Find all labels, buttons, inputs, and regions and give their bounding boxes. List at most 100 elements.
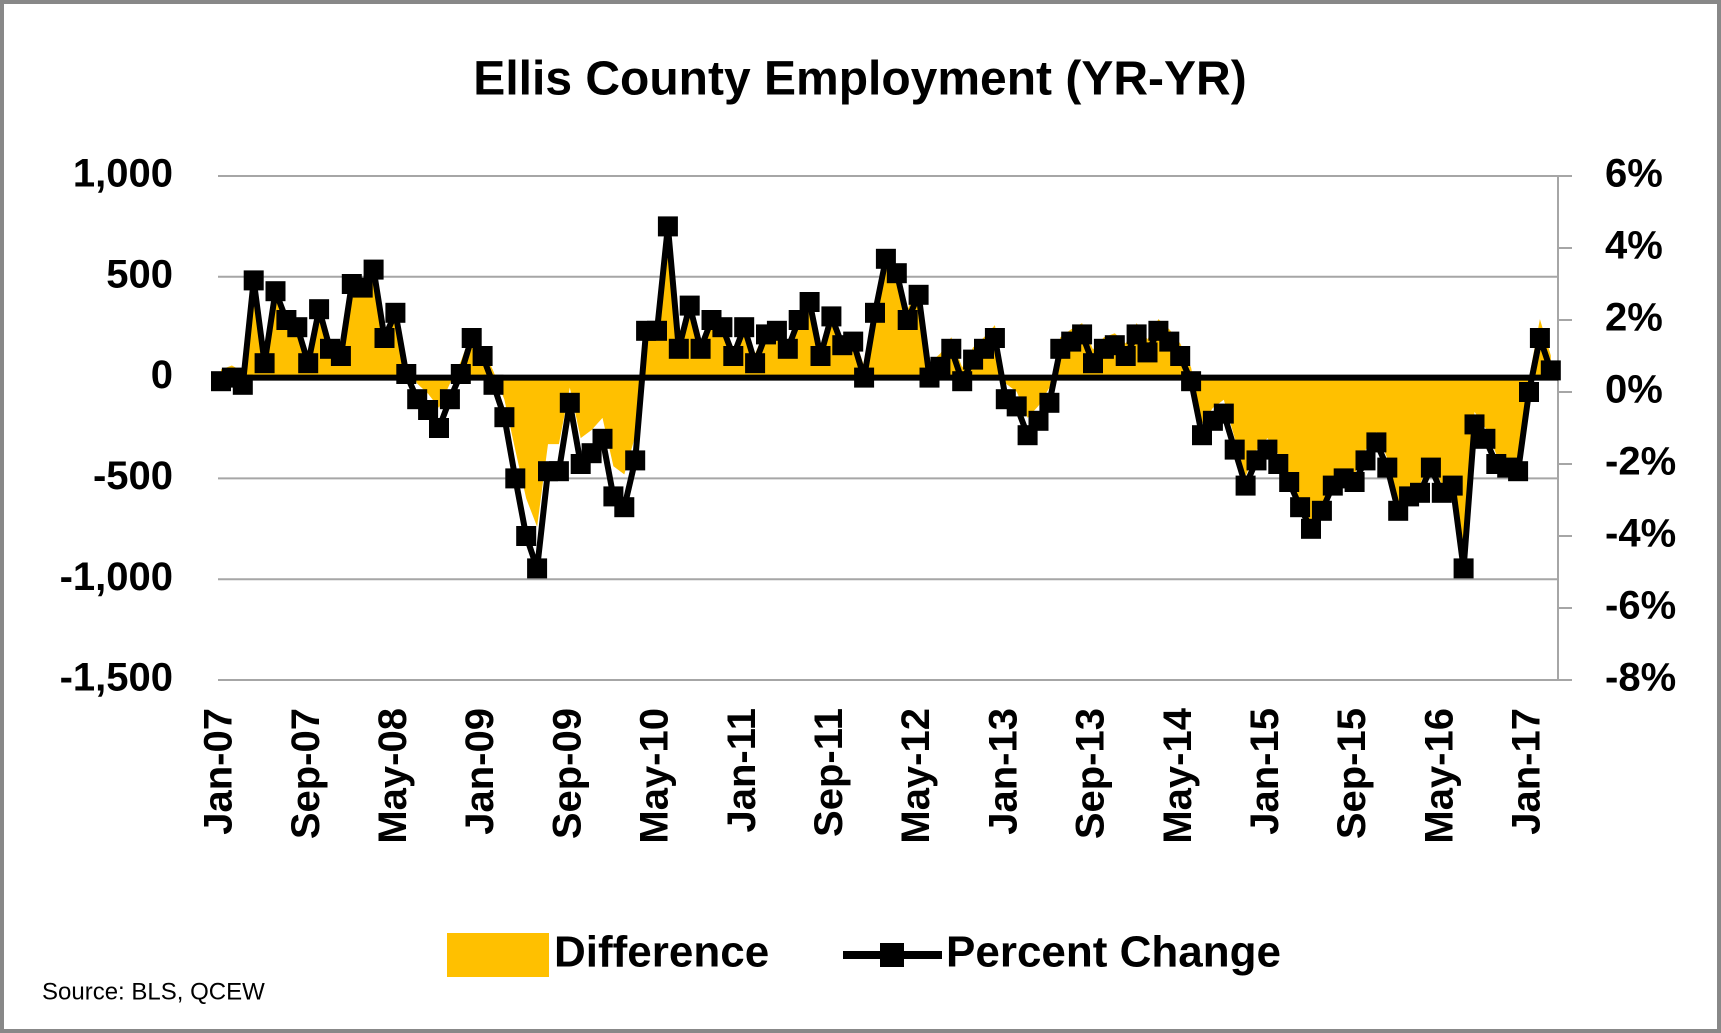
marker (461, 328, 482, 348)
marker (1072, 324, 1093, 345)
x-tick-label: May-10 (633, 708, 677, 844)
marker (897, 310, 918, 330)
chart-title: Ellis County Employment (YR-YR) (473, 53, 1246, 106)
marker (374, 328, 395, 348)
marker (1235, 475, 1256, 496)
marker (1137, 342, 1158, 363)
marker (1377, 457, 1398, 478)
marker (1311, 500, 1332, 521)
x-tick-label: Jan-11 (720, 708, 764, 833)
y2-tick-label: -4% (1605, 512, 1676, 556)
marker (723, 346, 744, 366)
marker (439, 389, 460, 410)
source-note: Source: BLS, QCEW (42, 978, 265, 1005)
marker (1529, 328, 1550, 348)
marker (865, 302, 885, 323)
marker (1006, 396, 1027, 417)
marker (1028, 410, 1049, 431)
x-tick-label: Sep-15 (1330, 708, 1374, 839)
y-tick-label: -500 (93, 454, 173, 498)
marker (1224, 439, 1245, 460)
marker (712, 317, 733, 338)
marker (668, 338, 689, 359)
marker (309, 299, 330, 320)
marker (1475, 428, 1496, 449)
x-tick-label: Sep-09 (545, 708, 589, 839)
marker (1279, 472, 1300, 492)
marker (472, 346, 493, 366)
marker (1115, 346, 1136, 366)
marker (1420, 457, 1441, 478)
marker (559, 392, 580, 413)
marker (592, 428, 613, 449)
marker (788, 310, 809, 330)
marker (1442, 475, 1463, 496)
x-tick-label: Sep-11 (807, 708, 851, 837)
marker (690, 338, 711, 359)
marker (821, 306, 842, 327)
legend-label: Difference (554, 928, 769, 977)
marker (1519, 382, 1539, 402)
y-tick-label: -1,500 (60, 656, 173, 700)
marker (1213, 403, 1234, 424)
marker (843, 331, 864, 352)
x-tick-label: May-16 (1417, 708, 1461, 844)
marker (777, 338, 798, 359)
x-tick-label: May-12 (894, 708, 938, 844)
marker (1290, 497, 1311, 518)
y2-tick-label: 0% (1605, 368, 1663, 412)
marker (799, 292, 820, 312)
marker (330, 346, 351, 366)
x-tick-label: Sep-07 (284, 708, 328, 839)
x-tick-label: Sep-13 (1069, 708, 1113, 839)
y2-tick-label: -6% (1605, 584, 1676, 628)
marker (483, 374, 504, 395)
marker (908, 284, 929, 305)
y2-tick-label: -2% (1605, 440, 1676, 484)
marker (265, 281, 286, 302)
marker (418, 400, 439, 420)
x-tick-label: Jan-09 (458, 708, 502, 835)
marker (810, 346, 831, 366)
y2-tick-label: 2% (1605, 296, 1663, 340)
marker (734, 317, 755, 338)
marker (232, 374, 253, 395)
marker (766, 320, 787, 341)
marker (429, 418, 449, 438)
marker (352, 277, 373, 298)
marker (396, 364, 417, 384)
marker (657, 216, 678, 237)
marker (505, 468, 526, 489)
marker (1301, 518, 1321, 539)
marker (1039, 392, 1060, 413)
marker (679, 295, 700, 316)
marker (952, 371, 973, 392)
marker (1181, 371, 1202, 392)
y2-tick-label: 6% (1605, 152, 1663, 196)
marker (516, 526, 537, 546)
marker (854, 367, 875, 388)
marker (1540, 360, 1561, 381)
y-tick-label: 500 (106, 252, 173, 296)
difference-area (221, 238, 1551, 566)
x-tick-label: May-08 (371, 708, 415, 844)
x-tick-label: Jan-15 (1243, 708, 1287, 835)
marker (385, 302, 406, 323)
marker (287, 317, 308, 338)
y-tick-label: -1,000 (60, 555, 173, 599)
marker (1366, 432, 1387, 453)
marker (298, 353, 319, 374)
marker (647, 320, 667, 341)
x-tick-label: Jan-17 (1505, 708, 1549, 835)
x-tick-label: May-14 (1156, 707, 1200, 843)
marker (886, 263, 907, 284)
marker (984, 328, 1005, 348)
y-tick-label: 1,000 (73, 152, 173, 196)
y2-tick-label: -8% (1605, 656, 1676, 700)
marker (930, 356, 951, 377)
marker (1508, 461, 1529, 482)
marker (941, 338, 962, 359)
legend-swatch (880, 943, 904, 967)
marker (625, 450, 646, 471)
